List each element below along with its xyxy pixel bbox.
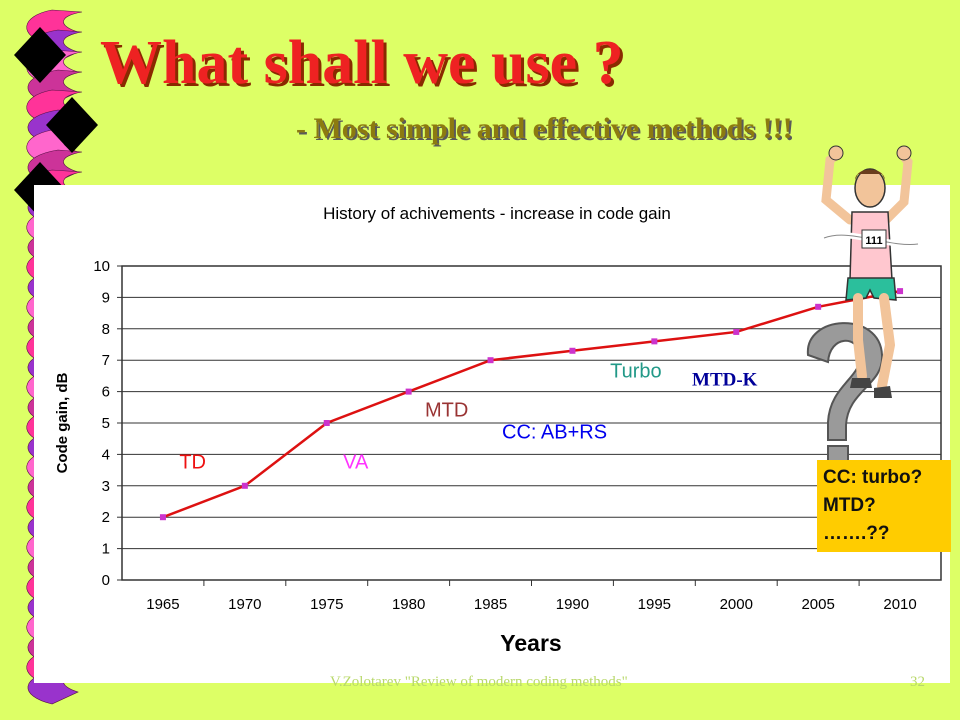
x-tick-label: 1970 bbox=[228, 596, 261, 613]
y-tick-label: 8 bbox=[102, 321, 110, 338]
data-point bbox=[323, 420, 330, 426]
x-axis-label: Years bbox=[500, 630, 561, 656]
line-chart: History of achivements - increase in cod… bbox=[54, 204, 942, 656]
y-tick-label: 10 bbox=[93, 258, 110, 275]
slide-title: What shall we use ? bbox=[100, 29, 624, 97]
y-tick-label: 9 bbox=[102, 289, 110, 306]
slide-subtitle: - Most simple and effective methods !!! bbox=[296, 112, 793, 145]
y-tick-label: 5 bbox=[102, 415, 110, 432]
y-tick-label: 1 bbox=[102, 541, 110, 558]
y-tick-label: 0 bbox=[102, 572, 110, 589]
diamond-bullet bbox=[14, 27, 66, 83]
svg-text:111: 111 bbox=[865, 235, 882, 247]
page-number: 32 bbox=[910, 674, 925, 690]
x-tick-label: 1990 bbox=[556, 596, 589, 613]
x-tick-label: 1975 bbox=[310, 596, 343, 613]
data-point bbox=[733, 328, 740, 335]
y-tick-label: 6 bbox=[102, 384, 110, 401]
y-axis-label: Code gain, dB bbox=[54, 372, 71, 473]
callout-line: MTD? bbox=[823, 495, 876, 516]
data-point bbox=[405, 388, 412, 395]
chart-title: History of achivements - increase in cod… bbox=[323, 204, 671, 223]
chart-panel: History of achivements - increase in cod… bbox=[34, 185, 950, 683]
chart-annotation: Turbo bbox=[610, 360, 662, 382]
x-tick-label: 1980 bbox=[392, 596, 425, 613]
callout-line: CC: turbo? bbox=[823, 467, 923, 488]
chart-annotation: CC: AB+RS bbox=[502, 422, 607, 444]
data-point bbox=[241, 482, 248, 489]
x-tick-label: 1995 bbox=[638, 596, 671, 613]
chart-annotation: MTD-K bbox=[692, 369, 758, 390]
data-point bbox=[897, 288, 904, 295]
data-point bbox=[569, 347, 576, 354]
x-tick-label: 2010 bbox=[883, 596, 916, 613]
x-tick-label: 1985 bbox=[474, 596, 507, 613]
callout-line: …….?? bbox=[823, 523, 890, 544]
y-tick-label: 3 bbox=[102, 478, 110, 495]
chart-annotation: TD bbox=[179, 452, 206, 474]
data-point bbox=[487, 357, 494, 364]
x-tick-label: 1965 bbox=[146, 596, 179, 613]
diamond-bullet bbox=[46, 97, 98, 153]
runner-illustration: 111 bbox=[806, 145, 919, 467]
x-tick-label: 2005 bbox=[801, 596, 834, 613]
slide-footer: V.Zolotarev "Review of modern coding met… bbox=[330, 674, 628, 690]
y-tick-label: 7 bbox=[102, 352, 110, 369]
series-line bbox=[162, 289, 901, 519]
chart-annotation: VA bbox=[343, 452, 369, 474]
x-tick-label: 2000 bbox=[720, 596, 753, 613]
callout-box: CC: turbo? MTD? …….?? bbox=[817, 460, 951, 552]
y-tick-label: 4 bbox=[102, 446, 110, 463]
y-tick-label: 2 bbox=[102, 509, 110, 526]
data-point bbox=[815, 303, 822, 310]
data-point bbox=[651, 338, 658, 345]
data-point bbox=[159, 514, 166, 521]
chart-annotation: MTD bbox=[425, 400, 468, 422]
